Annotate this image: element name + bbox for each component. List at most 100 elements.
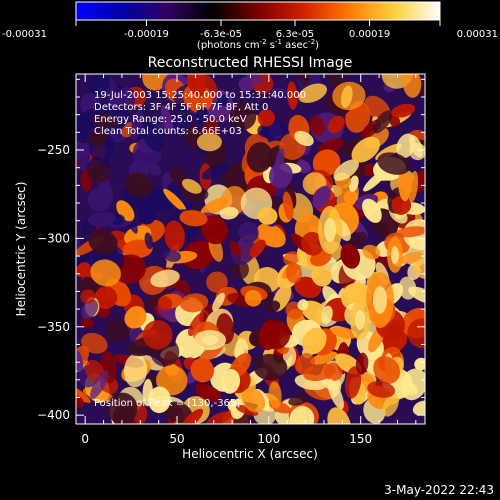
image-blob	[327, 115, 345, 134]
image-blob	[81, 299, 99, 319]
annotation-total-counts: Clean Total counts: 6.66E+03	[94, 126, 242, 137]
x-axis-tick-labels: 0 50 100 150	[81, 432, 372, 446]
image-blob	[163, 188, 187, 213]
y-tick-label: −250	[37, 143, 70, 157]
image-blob	[160, 105, 174, 135]
annotation-detectors: Detectors: 3F 4F 5F 6F 7F 8F, Att 0	[94, 102, 268, 113]
image-blob	[362, 198, 382, 223]
image-blob	[164, 401, 193, 423]
image-bright-core	[202, 335, 218, 345]
image-blob	[150, 164, 161, 175]
image-blob	[150, 269, 180, 288]
image-blob	[179, 210, 208, 227]
image-blob	[238, 221, 259, 243]
image-blob	[266, 300, 281, 313]
image-blob	[76, 140, 92, 159]
image-blob	[288, 393, 310, 406]
image-blob	[301, 231, 324, 256]
image-blob	[399, 251, 424, 264]
image-blob	[340, 243, 361, 269]
image-blob	[302, 327, 327, 355]
image-blob	[285, 262, 303, 284]
image-blob	[372, 110, 393, 134]
image-blob	[244, 290, 262, 307]
image-blob	[268, 162, 293, 189]
image-blob	[408, 170, 419, 203]
image-blob	[212, 292, 225, 312]
image-blob	[296, 74, 310, 85]
image-blob	[268, 381, 282, 409]
image-blob	[229, 103, 257, 130]
peak-position-label: Position of Peak = [130,-365]	[94, 398, 240, 409]
image-blob	[143, 289, 173, 309]
image-blob	[373, 356, 400, 384]
image-blob	[241, 387, 266, 413]
image-blob	[200, 197, 228, 216]
annotation-energy-range: Energy Range: 25.0 - 50.0 keV	[94, 114, 247, 125]
image-blob	[88, 74, 111, 96]
image-blob	[144, 232, 154, 250]
image-blob	[344, 366, 362, 399]
image-blob	[246, 142, 274, 173]
image-blob	[269, 87, 287, 99]
image-blob	[186, 74, 207, 97]
image-blob	[208, 105, 230, 118]
image-blob	[141, 121, 165, 152]
image-blob	[340, 85, 353, 108]
image-blob	[123, 353, 148, 388]
x-tick-label: 100	[257, 432, 280, 446]
image-blob	[310, 351, 338, 365]
image-blob	[229, 240, 241, 257]
image-blob	[116, 87, 136, 109]
image-blob	[287, 81, 298, 110]
footer-timestamp: 3-May-2022 22:43	[384, 483, 494, 497]
image-blob	[355, 352, 369, 375]
image-blob	[220, 369, 241, 394]
image-blob	[80, 289, 96, 304]
image-blob	[76, 349, 84, 372]
image-blob	[190, 357, 215, 383]
image-blob	[180, 293, 209, 313]
image-blob	[362, 163, 376, 177]
image-blob	[124, 172, 153, 198]
image-blob	[398, 169, 411, 202]
y-tick-label: −350	[37, 320, 70, 334]
colorbar-tick-label: 0.00031	[457, 29, 498, 40]
image-blob	[98, 175, 114, 204]
colorbar-tick-labels: -0.00031 -0.00019 -6.3e-05 6.3e-05 0.00019 0.…	[2, 29, 498, 40]
image-blob	[164, 220, 185, 252]
image-blob	[282, 191, 294, 221]
image-blob	[412, 400, 425, 416]
image-blob	[182, 178, 202, 194]
image-blob	[130, 110, 143, 141]
colorbar-tick-label: 0.00019	[349, 29, 390, 40]
image-blob	[303, 363, 336, 381]
colorbar-units: (photons cm-2 s-1 asec-2)	[197, 38, 319, 51]
image-blob	[398, 276, 417, 300]
image-blob	[206, 271, 228, 293]
colorbar-tick-label: -6.3e-05	[200, 29, 242, 40]
image-blob	[351, 136, 381, 163]
image-blob	[257, 109, 275, 127]
annotation-time-range: 19-Jul-2003 15:25:40.000 to 15:31:40.000	[94, 90, 306, 101]
image-blob	[407, 318, 425, 349]
image-blob	[414, 357, 425, 371]
image-blob	[188, 312, 205, 337]
image-blob	[382, 393, 399, 417]
image-blob	[391, 103, 416, 118]
image-bright-core	[355, 310, 365, 330]
image-blob	[88, 229, 118, 255]
image-blob	[87, 161, 110, 183]
image-blob	[163, 249, 181, 262]
image-blob	[195, 106, 208, 124]
colorbar-ticks	[75, 20, 441, 26]
image-blob	[106, 392, 138, 424]
y-tick-label: −400	[37, 408, 70, 422]
image-blob	[90, 370, 109, 399]
image-blob	[377, 152, 411, 175]
x-axis-label: Heliocentric X (arcsec)	[182, 447, 318, 461]
image-blob	[331, 326, 358, 339]
image-blob	[409, 135, 424, 158]
colorbar-tick-label: -0.00031	[2, 29, 47, 40]
